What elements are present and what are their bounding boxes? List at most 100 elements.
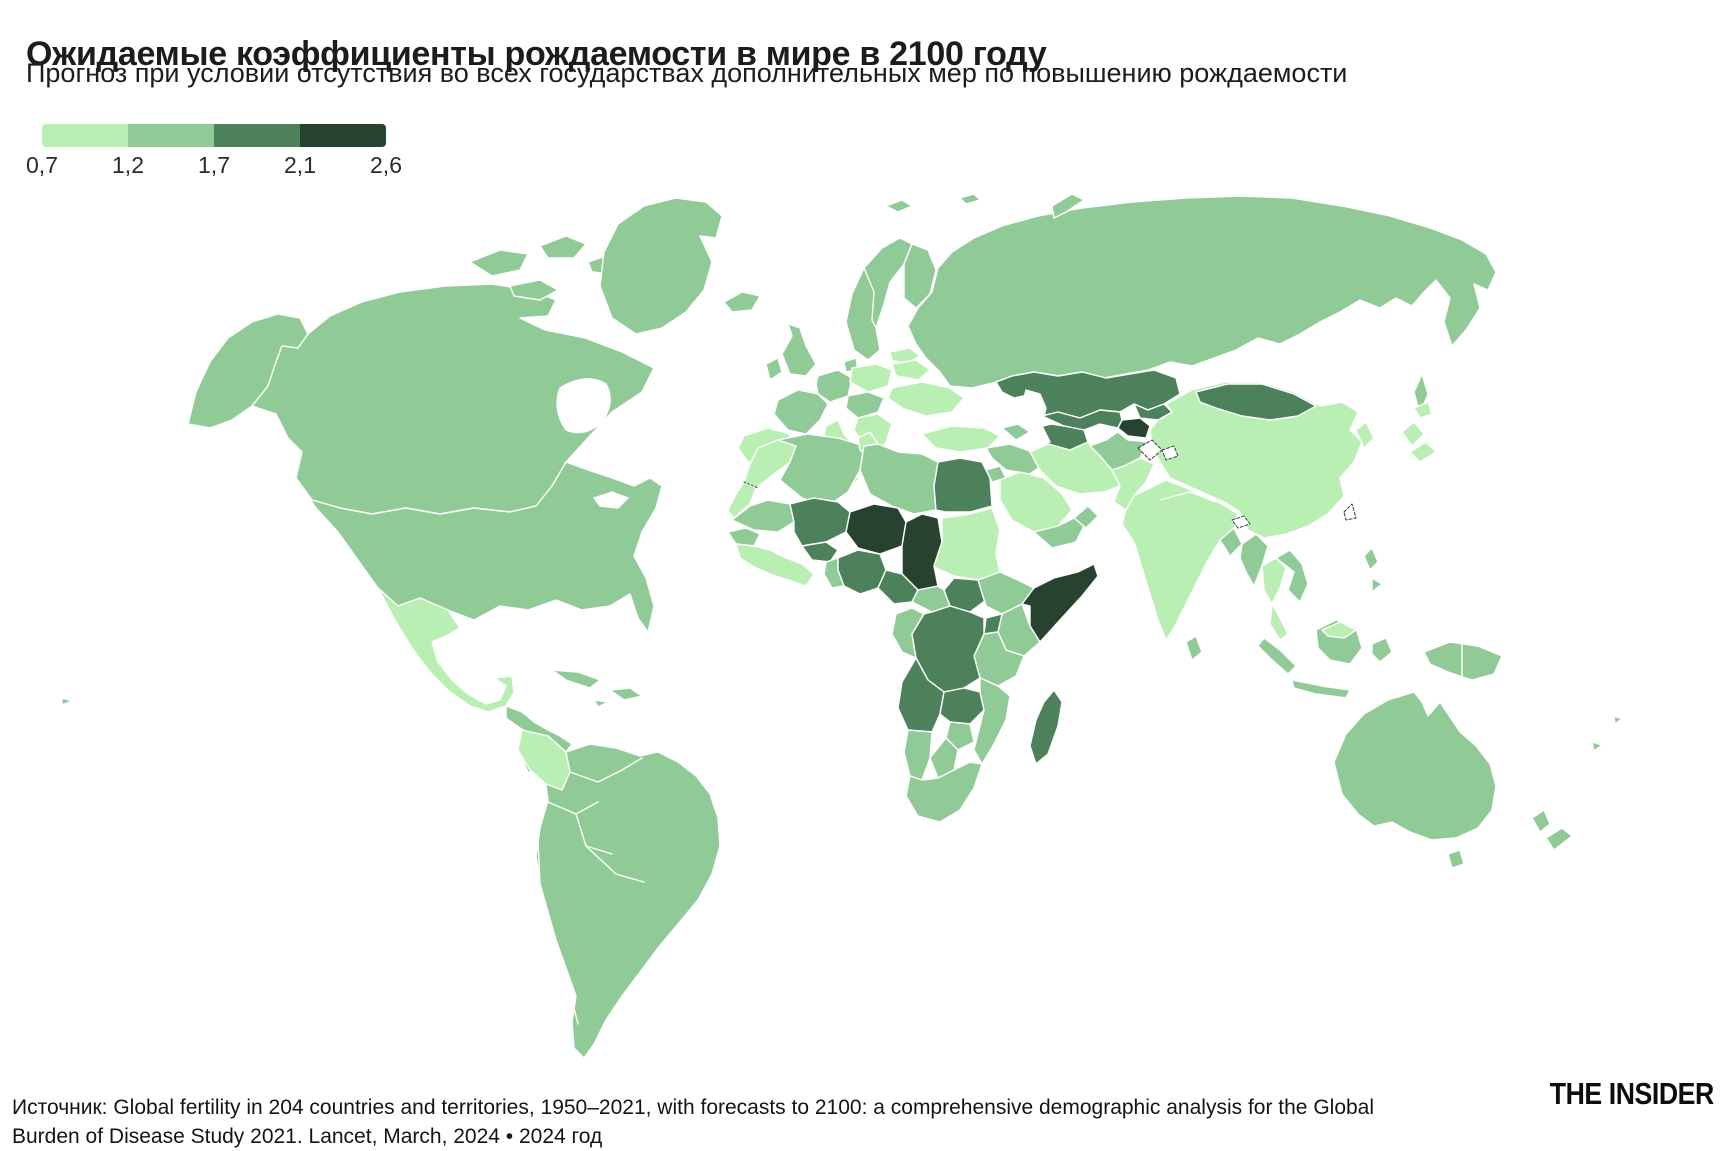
region-malaysia-borneo bbox=[1321, 621, 1357, 639]
legend-swatch-2 bbox=[128, 124, 214, 147]
region-zimbabwe bbox=[945, 721, 975, 751]
legend-tick-3: 1,7 bbox=[198, 152, 230, 178]
region-poland bbox=[849, 363, 893, 393]
legend-tick-2: 1,2 bbox=[112, 152, 144, 178]
region-indonesia bbox=[1291, 679, 1351, 699]
region-mexico bbox=[377, 587, 515, 713]
region-mozambique bbox=[973, 677, 1011, 765]
region-australia bbox=[1333, 691, 1497, 841]
region-zambia bbox=[939, 687, 985, 725]
country-border bbox=[1159, 491, 1217, 503]
region-greenland bbox=[599, 197, 723, 335]
region-egypt bbox=[933, 457, 993, 513]
region-india bbox=[1121, 479, 1239, 641]
region-norway-sweden bbox=[845, 237, 913, 361]
region-fiji bbox=[1613, 715, 1623, 725]
region-jamaica bbox=[593, 699, 609, 708]
hudson-bay bbox=[556, 378, 611, 434]
region-namibia bbox=[903, 729, 933, 781]
region-botswana bbox=[929, 737, 959, 779]
region-sri-lanka bbox=[1185, 635, 1203, 661]
region-turkey bbox=[921, 425, 1001, 453]
region-pakistan bbox=[1111, 457, 1155, 511]
color-legend: 0,7 1,2 1,7 2,1 2,6 bbox=[26, 124, 402, 180]
region-novaya-zemlya bbox=[1051, 193, 1085, 219]
region-arctic-islands bbox=[469, 249, 529, 277]
region-iceland bbox=[723, 291, 761, 313]
region-colombia bbox=[517, 729, 571, 791]
region-vietnam bbox=[1275, 549, 1309, 603]
region-caucasus bbox=[1001, 423, 1031, 441]
legend-color-bar bbox=[42, 124, 386, 147]
region-saudi-arabia bbox=[999, 471, 1073, 533]
region-cuba bbox=[551, 669, 601, 689]
region-mali bbox=[789, 497, 851, 547]
region-hawaii bbox=[61, 697, 73, 706]
region-japan bbox=[1413, 401, 1433, 419]
region-south-africa bbox=[905, 761, 983, 823]
region-sudan bbox=[933, 507, 1001, 581]
region-syria-iraq bbox=[985, 443, 1045, 475]
legend-swatch-3 bbox=[214, 124, 300, 147]
great-lakes bbox=[593, 491, 629, 509]
region-libya bbox=[859, 443, 939, 515]
region-myanmar bbox=[1239, 533, 1269, 587]
legend-swatch-1 bbox=[42, 124, 128, 147]
legend-tick-5: 2,6 bbox=[370, 152, 402, 178]
region-tajikistan bbox=[1117, 417, 1151, 439]
region-tasmania bbox=[1447, 849, 1465, 869]
region-central-europe bbox=[845, 391, 885, 419]
region-south-america bbox=[517, 729, 721, 1059]
region-new-zealand bbox=[1531, 809, 1551, 833]
region-new-zealand bbox=[1545, 827, 1573, 851]
region-new-caledonia bbox=[1591, 741, 1603, 752]
region-niger bbox=[845, 503, 907, 555]
country-border bbox=[537, 743, 645, 1025]
region-oman bbox=[1073, 505, 1099, 529]
region-philippines bbox=[1363, 547, 1379, 571]
caspian-sea bbox=[1021, 389, 1051, 449]
legend-labels: 0,7 1,2 1,7 2,1 2,6 bbox=[26, 152, 402, 180]
region-japan bbox=[1409, 441, 1437, 463]
region-new-guinea bbox=[1423, 641, 1503, 681]
region-uk bbox=[781, 323, 817, 377]
region-aksai-chin-nodata bbox=[1161, 445, 1179, 461]
region-germany bbox=[815, 369, 853, 403]
region-ireland bbox=[765, 357, 783, 381]
region-senegal bbox=[727, 527, 761, 547]
region-ethiopia bbox=[977, 571, 1035, 615]
legend-tick-1: 0,7 bbox=[26, 152, 58, 178]
region-guinea-coast bbox=[735, 543, 815, 587]
the-insider-logo: THE INSIDER bbox=[1549, 1076, 1715, 1111]
region-central-america bbox=[505, 705, 573, 753]
region-hispaniola bbox=[609, 687, 643, 701]
region-madagascar bbox=[1029, 689, 1063, 765]
region-malaysia bbox=[1269, 603, 1289, 641]
region-chad bbox=[901, 513, 943, 591]
region-bhutan-nodata bbox=[1231, 515, 1251, 529]
region-china bbox=[1149, 381, 1363, 539]
disputed-border bbox=[743, 481, 759, 489]
region-arctic-islands bbox=[509, 279, 559, 301]
legend-swatch-4 bbox=[300, 124, 386, 147]
region-arctic-islands bbox=[539, 235, 587, 259]
region-taiwan-nodata bbox=[1343, 503, 1357, 521]
page-title: Ожидаемые коэффициенты рождаемости в мир… bbox=[26, 34, 1047, 73]
region-ukraine bbox=[887, 381, 965, 417]
region-korea bbox=[1355, 421, 1375, 449]
region-russia bbox=[907, 195, 1497, 389]
region-somalia bbox=[1021, 563, 1099, 643]
legend-tick-4: 2,1 bbox=[284, 152, 316, 178]
region-finland bbox=[903, 243, 937, 309]
region-belarus bbox=[891, 359, 931, 381]
region-svalbard bbox=[885, 199, 913, 213]
region-algeria bbox=[777, 433, 865, 507]
region-thailand bbox=[1261, 557, 1287, 605]
region-indonesia bbox=[1371, 637, 1393, 663]
region-franz-josef bbox=[959, 193, 981, 205]
page-subtitle: Прогноз при условии отсутствия во всех г… bbox=[26, 58, 1348, 88]
region-france bbox=[773, 389, 829, 435]
region-philippines bbox=[1371, 577, 1383, 593]
region-japan bbox=[1401, 421, 1425, 447]
